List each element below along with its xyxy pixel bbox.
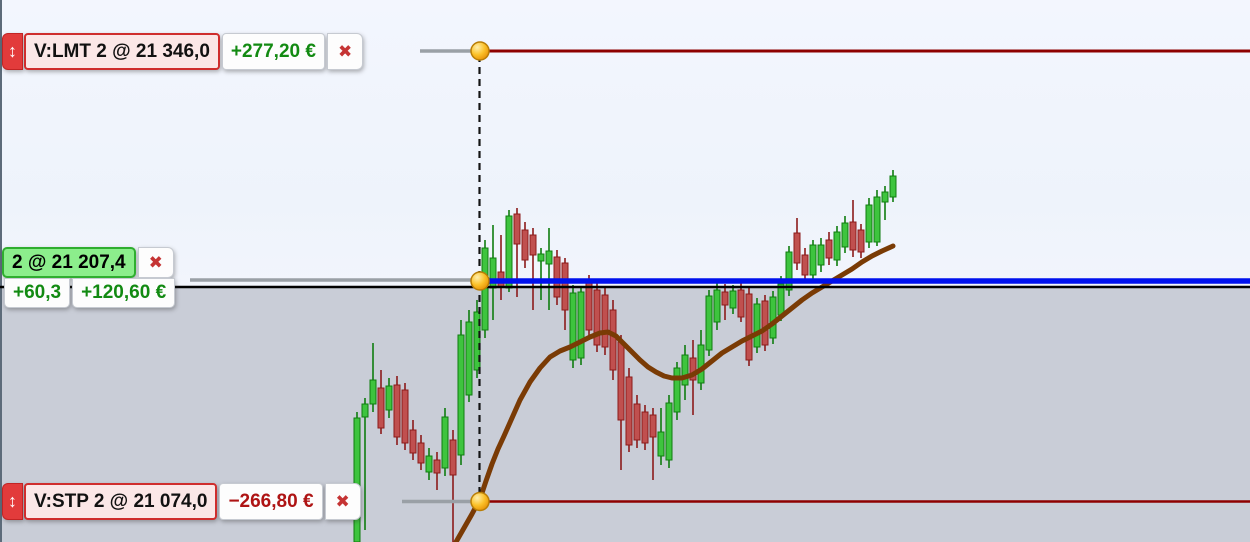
candle-body xyxy=(537,253,545,262)
candle-body xyxy=(401,389,409,444)
candle-body xyxy=(353,417,361,542)
candle-body xyxy=(841,222,849,248)
candle-body xyxy=(873,196,881,243)
candle-body xyxy=(729,290,737,309)
candle-body xyxy=(625,376,633,446)
candle-body xyxy=(377,387,385,429)
candle-body xyxy=(641,411,649,444)
candle-body xyxy=(585,281,593,331)
candle-body xyxy=(849,221,857,251)
limit-order-label: ↕ V:LMT 2 @ 21 346,0 +277,20 € ✖ xyxy=(2,33,364,70)
drag-handle-icon[interactable]: ↕ xyxy=(2,483,23,520)
panel-left-border xyxy=(0,0,2,542)
limit-close-button[interactable]: ✖ xyxy=(326,33,364,70)
candlestick-series xyxy=(353,170,897,542)
candle-body xyxy=(825,239,833,259)
position-handle[interactable] xyxy=(470,271,490,291)
moving-average-line xyxy=(453,243,896,542)
candle-body xyxy=(617,341,625,421)
limit-order-handle[interactable] xyxy=(470,41,490,61)
position-pnl-currency: +120,60 € xyxy=(72,278,176,308)
candle-body xyxy=(513,213,521,245)
candle-body xyxy=(601,294,609,348)
candle-body xyxy=(689,357,697,381)
position-pnl-points: +60,3 xyxy=(4,278,71,308)
candle-body xyxy=(777,283,785,316)
candle-body xyxy=(681,354,689,386)
stop-order-price-label[interactable]: V:STP 2 @ 21 074,0 xyxy=(24,483,218,520)
candle-body xyxy=(609,309,617,371)
candle-body xyxy=(473,311,481,371)
candle-body xyxy=(441,416,449,469)
limit-order-price-label[interactable]: V:LMT 2 @ 21 346,0 xyxy=(24,33,220,70)
candle-body xyxy=(697,344,705,384)
candle-body xyxy=(409,429,417,454)
candle-body xyxy=(737,289,745,318)
candle-body xyxy=(369,379,377,405)
candle-body xyxy=(385,385,393,411)
candle-body xyxy=(769,296,777,339)
candle-body xyxy=(633,403,641,441)
candle-body xyxy=(793,232,801,264)
candle-body xyxy=(577,291,585,359)
candle-body xyxy=(433,459,441,474)
limit-order-pnl: +277,20 € xyxy=(221,33,325,70)
candle-body xyxy=(593,289,601,346)
candle-body xyxy=(721,291,729,306)
candle-body xyxy=(529,234,537,256)
candle-body xyxy=(465,321,473,396)
candle-body xyxy=(745,293,753,361)
candle-body xyxy=(505,215,513,289)
drag-handle-icon[interactable]: ↕ xyxy=(2,33,23,70)
candle-body xyxy=(449,439,457,476)
candle-body xyxy=(521,229,529,261)
candle-body xyxy=(817,244,825,266)
candle-body xyxy=(801,254,809,276)
candle-body xyxy=(889,175,897,198)
stop-order-pnl: −266,80 € xyxy=(219,483,323,520)
candle-body xyxy=(833,231,841,261)
candle-body xyxy=(857,229,865,253)
position-close-button[interactable]: ✖ xyxy=(137,247,174,278)
candle-body xyxy=(545,250,553,265)
stop-order-handle[interactable] xyxy=(470,491,490,512)
candle-body xyxy=(753,303,761,348)
candle-body xyxy=(457,334,465,456)
candle-body xyxy=(713,289,721,323)
candle-body xyxy=(705,295,713,351)
candle-body xyxy=(657,431,665,457)
candle-body xyxy=(393,384,401,438)
candle-body xyxy=(649,414,657,438)
stop-close-button[interactable]: ✖ xyxy=(324,483,361,520)
candle-body xyxy=(865,204,873,243)
position-size-price-label[interactable]: 2 @ 21 207,4 xyxy=(2,247,136,278)
candle-body xyxy=(425,455,433,473)
stop-order-label: ↕ V:STP 2 @ 21 074,0 −266,80 € ✖ xyxy=(2,483,361,520)
candle-body xyxy=(673,367,681,413)
candle-body xyxy=(417,442,425,464)
candle-body xyxy=(665,402,673,461)
candle-body xyxy=(553,256,561,298)
candle-body xyxy=(785,251,793,291)
candle-body xyxy=(361,403,369,418)
candle-body xyxy=(809,244,817,276)
candle-body xyxy=(569,292,577,361)
candle-body xyxy=(881,191,889,203)
position-label: 2 @ 21 207,4 ✖ +60,3 +120,60 € xyxy=(2,247,176,308)
candle-body xyxy=(761,300,769,346)
